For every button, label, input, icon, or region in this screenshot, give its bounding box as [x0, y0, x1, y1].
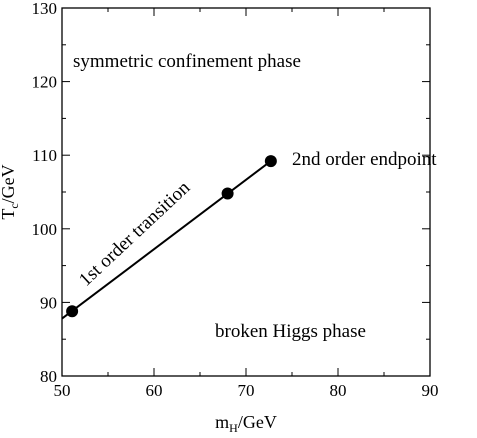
y-tick-label: 110 [32, 146, 57, 165]
annotation-endpoint: 2nd order endpoint [292, 149, 437, 170]
transition-series [62, 155, 277, 319]
x-tick-label: 90 [422, 381, 439, 400]
x-tick-label: 70 [238, 381, 255, 400]
data-point [66, 305, 78, 317]
y-tick-label: 80 [40, 367, 57, 386]
y-tick-label: 100 [32, 220, 58, 239]
y-axis-label: Tc/GeV [0, 164, 21, 219]
x-axis-label-main: m [215, 412, 229, 432]
annotation-symmetric-phase: symmetric confinement phase [73, 51, 301, 72]
annotation-first-order: 1st order transition [75, 177, 195, 291]
x-axis-label-unit: /GeV [238, 412, 277, 432]
data-point [222, 187, 234, 199]
x-axis-label-sub: H [229, 421, 238, 435]
y-axis-label-unit: /GeV [0, 164, 18, 203]
x-tick-label: 80 [330, 381, 347, 400]
x-tick-label: 60 [146, 381, 163, 400]
y-tick-label: 90 [40, 293, 57, 312]
first-order-transition-line [62, 161, 271, 319]
y-tick-label: 130 [32, 0, 58, 18]
y-axis-label-main: T [0, 209, 18, 220]
x-axis-label: mH/GeV [215, 412, 277, 435]
data-point [265, 155, 277, 167]
annotation-broken-phase: broken Higgs phase [215, 321, 366, 342]
y-tick-label: 120 [32, 73, 58, 92]
